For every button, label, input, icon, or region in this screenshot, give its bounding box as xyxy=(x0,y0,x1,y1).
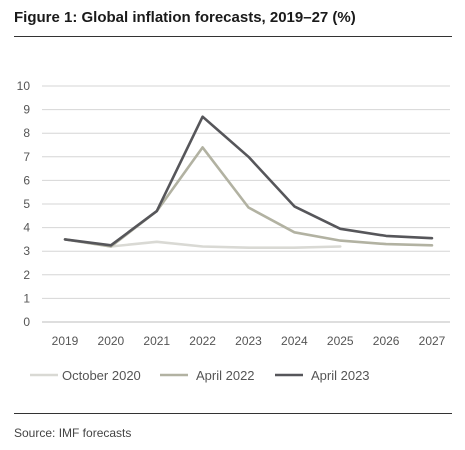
top-rule xyxy=(14,36,452,37)
y-tick-label: 0 xyxy=(23,315,30,329)
chart-title: Figure 1: Global inflation forecasts, 20… xyxy=(14,9,356,26)
x-tick-label: 2021 xyxy=(143,334,170,348)
line-chart: 0 1 2 3 4 5 6 7 8 9 10 2019 2020 2021 2022 2023 2024 202… xyxy=(17,79,450,383)
y-tick-label: 9 xyxy=(23,103,30,117)
x-tick-label: 2022 xyxy=(189,334,216,348)
x-tick-label: 2023 xyxy=(235,334,262,348)
x-tick-label: 2024 xyxy=(281,334,308,348)
legend-item-april-2023: April 2023 xyxy=(275,368,370,383)
series-line-april-2023 xyxy=(63,115,434,247)
y-tick-label: 2 xyxy=(23,268,30,282)
legend: October 2020 April 2022 April 2023 xyxy=(30,368,370,383)
source-note: Source: IMF forecasts xyxy=(14,426,132,440)
legend-label: April 2023 xyxy=(311,368,370,383)
y-tick-label: 7 xyxy=(23,150,30,164)
x-tick-label: 2027 xyxy=(419,334,446,348)
y-tick-label: 3 xyxy=(23,244,30,258)
x-tick-label: 2026 xyxy=(373,334,400,348)
y-tick-label: 10 xyxy=(17,79,31,93)
y-tick-label: 6 xyxy=(23,173,30,187)
legend-label: October 2020 xyxy=(62,368,141,383)
x-tick-label: 2025 xyxy=(327,334,354,348)
gridlines xyxy=(42,85,450,323)
legend-item-april-2022: April 2022 xyxy=(160,368,255,383)
series-line-april-2022 xyxy=(63,146,434,248)
y-tick-label: 1 xyxy=(23,291,30,305)
series-lines xyxy=(63,115,434,249)
legend-label: April 2022 xyxy=(196,368,255,383)
x-tick-label: 2019 xyxy=(52,334,79,348)
y-tick-label: 5 xyxy=(23,197,30,211)
x-axis-ticks: 2019 2020 2021 2022 2023 2024 2025 2026 2027 xyxy=(52,334,446,348)
x-tick-label: 2020 xyxy=(98,334,125,348)
y-axis-ticks: 0 1 2 3 4 5 6 7 8 9 10 xyxy=(17,79,31,329)
bottom-rule xyxy=(14,413,452,414)
legend-item-october-2020: October 2020 xyxy=(30,368,141,383)
y-tick-label: 4 xyxy=(23,221,30,235)
y-tick-label: 8 xyxy=(23,126,30,140)
